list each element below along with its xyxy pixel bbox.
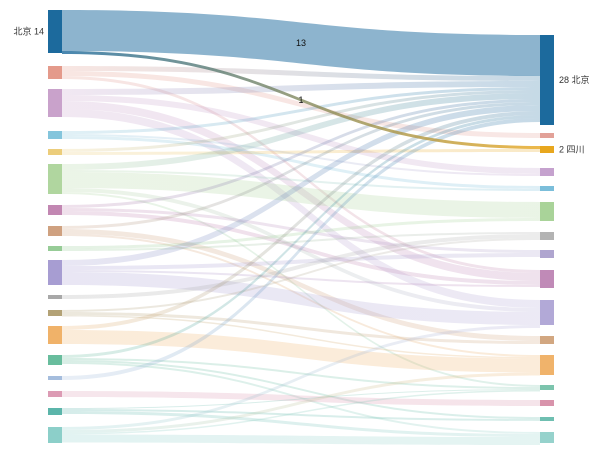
- sankey-link-L2-R0[interactable]: [62, 81, 540, 95]
- sankey-link-L11-R10[interactable]: [62, 312, 540, 344]
- sankey-node-R8[interactable]: [540, 270, 554, 288]
- sankey-node-L14[interactable]: [48, 376, 62, 380]
- sankey-link-L9-R7[interactable]: [62, 253, 540, 270]
- sankey-link-L6-R7[interactable]: [62, 208, 540, 253]
- sankey-node-L15[interactable]: [48, 391, 62, 397]
- sankey-node-L13[interactable]: [48, 355, 62, 365]
- sankey-link-L9-R0[interactable]: [62, 105, 540, 266]
- sankey-node-R11[interactable]: [540, 355, 554, 375]
- sankey-node-L9[interactable]: [48, 260, 62, 285]
- sankey-node-R13[interactable]: [540, 400, 554, 406]
- sankey-link-L1-R8[interactable]: [62, 76, 540, 273]
- sankey-node-R12[interactable]: [540, 385, 554, 390]
- sankey-node-L10[interactable]: [48, 295, 62, 299]
- sankey-node-R6[interactable]: [540, 232, 554, 240]
- sankey-node-L8[interactable]: [48, 246, 62, 251]
- node-label-R2: 2 四川: [559, 145, 585, 155]
- node-label-R0: 28 北京: [559, 74, 590, 85]
- sankey-node-R1[interactable]: [540, 133, 554, 138]
- sankey-node-L2[interactable]: [48, 89, 62, 117]
- sankey-link-L1-R1[interactable]: [62, 71, 540, 138]
- sankey-link-L2-R9[interactable]: [62, 109, 540, 308]
- sankey-link-L9-R8[interactable]: [62, 270, 540, 287]
- sankey-node-R7[interactable]: [540, 250, 554, 258]
- sankey-link-L16-R15[interactable]: [62, 411, 540, 437]
- sankey-link-L11-R11[interactable]: [62, 315, 540, 359]
- sankey-node-R5[interactable]: [540, 202, 554, 221]
- sankey-node-L11[interactable]: [48, 310, 62, 316]
- sankey-node-L5[interactable]: [48, 164, 62, 194]
- sankey-link-L13-R14[interactable]: [62, 360, 540, 419]
- sankey-link-L0-R2[interactable]: [62, 51, 540, 149]
- link-label-L0-R0: 13: [296, 38, 306, 48]
- sankey-link-L13-R12[interactable]: [62, 358, 540, 389]
- sankey-link-L5-R4[interactable]: [62, 170, 540, 191]
- sankey-link-L5-R12[interactable]: [62, 192, 540, 387]
- sankey-node-R3[interactable]: [540, 168, 554, 176]
- sankey-node-L6[interactable]: [48, 205, 62, 215]
- sankey-link-L4-R0[interactable]: [62, 90, 540, 152]
- sankey-link-L16-R14[interactable]: [62, 409, 540, 421]
- sankey-link-L0-R0[interactable]: [62, 10, 540, 76]
- sankey-link-L8-R5[interactable]: [62, 218, 540, 249]
- sankey-link-L5-R0[interactable]: [62, 93, 540, 170]
- sankey-link-L12-R0[interactable]: [62, 111, 540, 330]
- sankey-link-L7-R10[interactable]: [62, 229, 540, 341]
- sankey-node-R15[interactable]: [540, 432, 554, 443]
- sankey-link-L17-R9[interactable]: [62, 325, 540, 430]
- sankey-node-R2[interactable]: [540, 146, 554, 153]
- node-label-L0: 北京 14: [13, 26, 44, 37]
- sankey-node-R9[interactable]: [540, 300, 554, 325]
- sankey-link-L9-R9[interactable]: [62, 272, 540, 325]
- sankey-link-L7-R0[interactable]: [62, 102, 540, 229]
- sankey-link-L3-R0[interactable]: [62, 87, 540, 134]
- sankey-link-L13-R0[interactable]: [62, 115, 540, 358]
- sankey-node-L4[interactable]: [48, 149, 62, 155]
- sankey-link-L14-R0[interactable]: [62, 118, 540, 380]
- sankey-node-L17[interactable]: [48, 427, 62, 443]
- sankey-node-L3[interactable]: [48, 131, 62, 139]
- sankey-node-L7[interactable]: [48, 226, 62, 236]
- sankey-node-L0[interactable]: [48, 10, 62, 53]
- sankey-link-L5-R5[interactable]: [62, 172, 540, 218]
- sankey-link-L3-R4[interactable]: [62, 136, 540, 189]
- sankey-link-L17-R12[interactable]: [62, 390, 540, 435]
- sankey-node-L16[interactable]: [48, 408, 62, 415]
- sankey-link-L12-R11[interactable]: [62, 330, 540, 373]
- sankey-link-L17-R15[interactable]: [62, 434, 540, 446]
- sankey-node-R4[interactable]: [540, 186, 554, 191]
- sankey-node-R14[interactable]: [540, 417, 554, 421]
- sankey-link-L17-R11[interactable]: [62, 372, 540, 434]
- sankey-link-L6-R0[interactable]: [62, 99, 540, 208]
- sankey-link-L10-R6[interactable]: [62, 234, 540, 299]
- sankey-link-L1-R0[interactable]: [62, 66, 540, 81]
- sankey-node-L12[interactable]: [48, 326, 62, 344]
- sankey-node-R0[interactable]: [540, 35, 554, 125]
- sankey-link-L11-R6[interactable]: [62, 238, 540, 312]
- sankey-link-L8-R6[interactable]: [62, 232, 540, 251]
- sankey-node-R10[interactable]: [540, 336, 554, 344]
- sankey-link-L16-R12[interactable]: [62, 389, 540, 409]
- link-label-L0-R2: 1: [298, 95, 303, 105]
- sankey-node-L1[interactable]: [48, 66, 62, 79]
